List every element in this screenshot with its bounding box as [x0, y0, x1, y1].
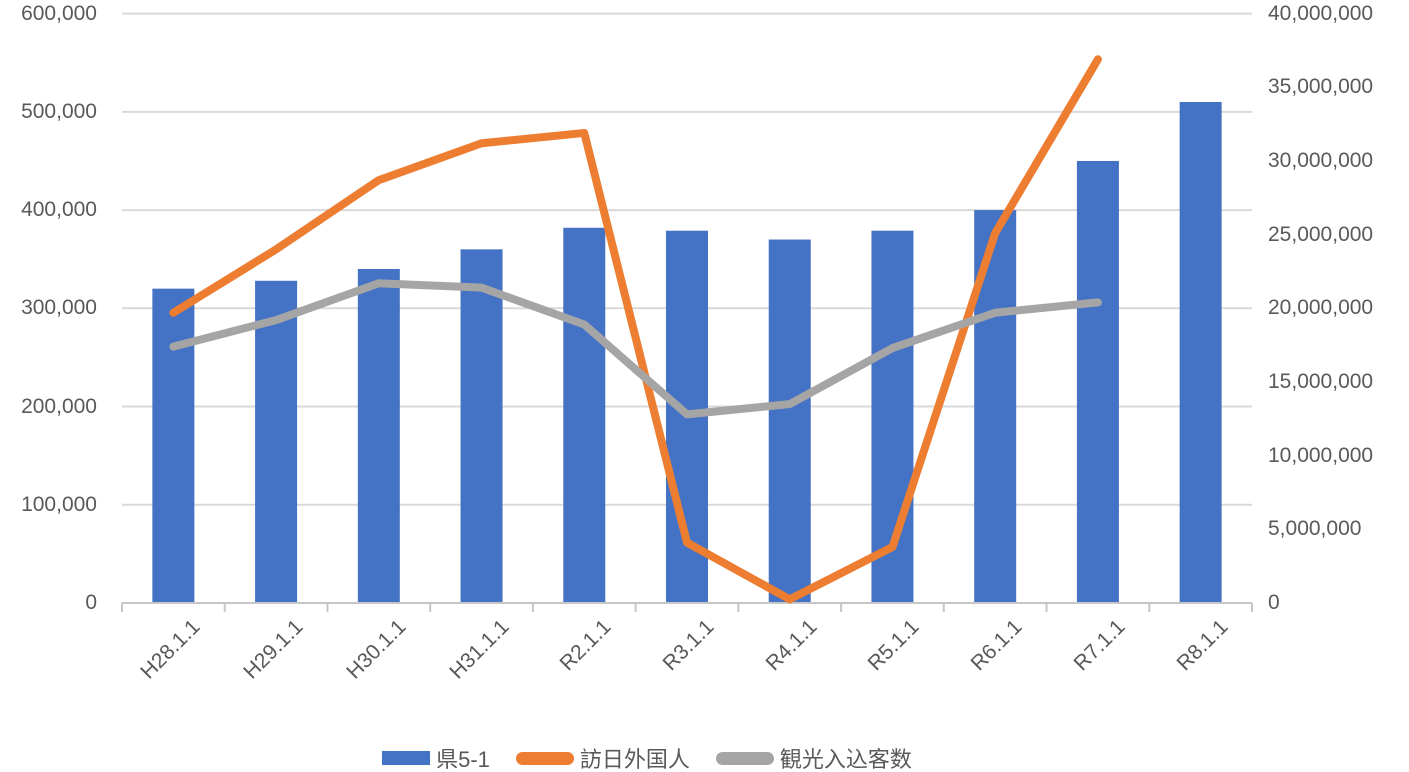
legend-item-bar-series: 県5-1 — [382, 742, 490, 772]
bar — [1076, 160, 1119, 603]
bar — [460, 249, 503, 604]
legend-label-gray-line: 観光入込客数 — [779, 747, 912, 772]
line-series-1 — [169, 55, 1102, 604]
y-axis-label-right: 30,000,000 — [1268, 148, 1374, 172]
bar — [255, 280, 298, 603]
y-axis-label-right: 5,000,000 — [1268, 517, 1362, 541]
y-axis-label-right: 0 — [1268, 591, 1280, 614]
bar — [357, 269, 400, 603]
legend-item-orange-line: 訪日外国人 — [515, 742, 690, 772]
y-axis-label-left: 200,000 — [21, 394, 97, 418]
y-axis-label-right: 40,000,000 — [1268, 1, 1374, 25]
bar — [768, 239, 811, 603]
legend: 県5-1 訪日外国人 観光入込客数 — [0, 742, 1294, 772]
line-series-2 — [169, 279, 1102, 419]
y-axis-label-right: 10,000,000 — [1268, 443, 1374, 467]
y-axis-label-right: 25,000,000 — [1268, 222, 1374, 246]
y-axis-label-right: 20,000,000 — [1268, 296, 1374, 320]
legend-label-bar-series: 県5-1 — [436, 747, 490, 772]
orange-line-swatch-icon — [515, 751, 574, 765]
y-axis-label-right: 35,000,000 — [1268, 75, 1374, 99]
y-axis-label-right: 15,000,000 — [1268, 369, 1374, 393]
legend-item-gray-line: 観光入込客数 — [715, 742, 912, 772]
y-axis-label-left: 0 — [85, 591, 97, 614]
y-axis-label-left: 300,000 — [21, 296, 97, 320]
y-axis-label-left: 100,000 — [21, 492, 97, 516]
legend-label-orange-line: 訪日外国人 — [579, 747, 690, 772]
bar — [1179, 102, 1222, 603]
bar — [152, 288, 195, 603]
gray-line-swatch-icon — [715, 751, 774, 765]
y-axis-label-left: 500,000 — [21, 99, 97, 123]
bar-series-swatch-icon — [382, 751, 431, 765]
y-axis-label-left: 400,000 — [21, 198, 97, 222]
bar — [563, 227, 606, 604]
y-axis-label-left: 600,000 — [21, 1, 97, 25]
